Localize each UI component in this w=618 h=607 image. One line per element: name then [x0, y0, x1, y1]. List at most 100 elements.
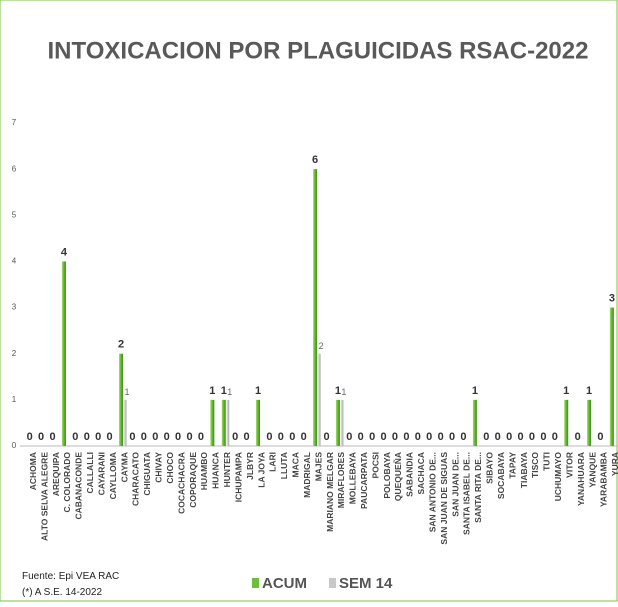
x-tick-label: CALLALLI: [85, 452, 95, 494]
x-tick-label: YANQUE: [587, 452, 597, 488]
data-label: 0: [141, 431, 147, 443]
x-tick-label: COCACHACRA: [176, 452, 186, 514]
x-tick-label: PAUCARPATA: [359, 452, 369, 509]
data-label: 0: [483, 431, 489, 443]
data-label: 0: [301, 431, 307, 443]
x-tick-label: LARI: [268, 452, 278, 472]
data-label: 0: [597, 431, 603, 443]
data-label: 1: [125, 387, 130, 397]
x-tick-label: LLUTA: [279, 452, 289, 479]
x-tick-label: YARABAMBA: [599, 452, 609, 507]
data-label: 0: [495, 431, 501, 443]
data-label: 2: [319, 341, 324, 351]
data-label: 1: [341, 387, 346, 397]
x-tick-label: YANAHUARA: [576, 452, 586, 506]
x-tick-label: CAYARANI: [96, 452, 106, 495]
data-label: 1: [472, 385, 478, 397]
data-label: 0: [164, 431, 170, 443]
bar: [61, 261, 66, 446]
x-tick-label: MOLLEBAYA: [348, 452, 358, 504]
x-tick-label: SAN JUAN DE SIGUAS: [439, 452, 449, 545]
data-label: 1: [563, 385, 569, 397]
data-label: 0: [244, 431, 250, 443]
data-label: 0: [403, 431, 409, 443]
data-label: 0: [392, 431, 398, 443]
y-tick-label: 3: [12, 303, 17, 312]
legend-label: ACUM: [262, 575, 307, 592]
data-label: 0: [289, 431, 295, 443]
x-tick-label: SABANDIA: [405, 452, 415, 497]
x-tick-label: C. COLORADO: [62, 452, 72, 513]
data-label: 0: [27, 431, 33, 443]
bar: [123, 399, 127, 446]
data-label: 4: [61, 246, 68, 258]
x-tick-label: MARIANO MELGAR: [325, 452, 335, 532]
x-tick-label: HUNTER: [222, 452, 232, 487]
bar: [226, 399, 230, 446]
x-tick-label: SANTA RITA DE...: [473, 452, 483, 523]
x-tick-label: CHIGUATA: [142, 452, 152, 496]
bar: [256, 399, 261, 446]
x-tick-label: CHOCO: [165, 452, 175, 484]
x-tick-label: CAYLLOMA: [108, 452, 118, 499]
bar: [313, 169, 318, 446]
note: Fuente: Epi VEA RAC: [22, 571, 119, 582]
data-label: 0: [175, 431, 181, 443]
data-label: 1: [209, 385, 215, 397]
x-tick-label: SACHACA: [416, 452, 426, 495]
y-tick-label: 5: [12, 210, 17, 219]
data-label: 0: [38, 431, 44, 443]
x-tick-label: CABANACONDE: [74, 452, 84, 520]
data-label: 3: [609, 292, 615, 304]
x-tick-label: SIBAYO: [485, 452, 495, 484]
data-label: 0: [95, 431, 101, 443]
data-label: 0: [575, 431, 581, 443]
bar: [335, 399, 340, 446]
bar: [609, 307, 614, 446]
data-label: 0: [438, 431, 444, 443]
data-label: 0: [517, 431, 523, 443]
data-label: 0: [529, 431, 535, 443]
data-label: 0: [278, 431, 284, 443]
data-label: 0: [129, 431, 135, 443]
data-label: 0: [49, 431, 55, 443]
data-label: 1: [221, 385, 227, 397]
x-tick-label: MADRIGAL: [302, 452, 312, 498]
data-label: 0: [323, 431, 329, 443]
y-tick-label: 7: [12, 118, 17, 127]
x-tick-label: MIRAFLORES: [336, 452, 346, 509]
data-label: 0: [358, 431, 364, 443]
x-tick-label: HUANCA: [211, 452, 221, 489]
x-tick-label: MACA: [291, 452, 301, 478]
x-tick-label: POCSI: [370, 452, 380, 478]
x-tick-label: SANTA ISABEL DE...: [462, 452, 472, 535]
data-label: 1: [335, 385, 341, 397]
data-label: 0: [198, 431, 204, 443]
data-label: 1: [255, 385, 261, 397]
x-tick-label: ALTO SELVA ALEGRE: [39, 452, 49, 541]
x-tick-label: ICHUPAMPA: [233, 452, 243, 502]
x-tick-label: CAYMA: [119, 452, 129, 482]
data-label: 0: [460, 431, 466, 443]
x-tick-label: TAPAY: [507, 452, 517, 479]
y-tick-label: 0: [12, 441, 17, 450]
data-label: 6: [312, 154, 318, 166]
x-tick-label: YURA: [610, 452, 618, 476]
bar: [587, 399, 592, 446]
data-label: 0: [84, 431, 90, 443]
data-label: 2: [118, 339, 124, 351]
x-tick-label: HUAMBO: [199, 452, 209, 491]
x-tick-label: TUTI: [542, 452, 552, 471]
x-tick-label: ACHOMA: [28, 452, 38, 490]
data-label: 0: [152, 431, 158, 443]
y-tick-label: 6: [12, 164, 17, 173]
data-label: 0: [186, 431, 192, 443]
data-label: 0: [381, 431, 387, 443]
bar: [210, 399, 215, 446]
x-tick-label: VITOR: [564, 452, 574, 478]
data-label: 1: [586, 385, 592, 397]
data-label: 0: [426, 431, 432, 443]
bar: [221, 399, 226, 446]
